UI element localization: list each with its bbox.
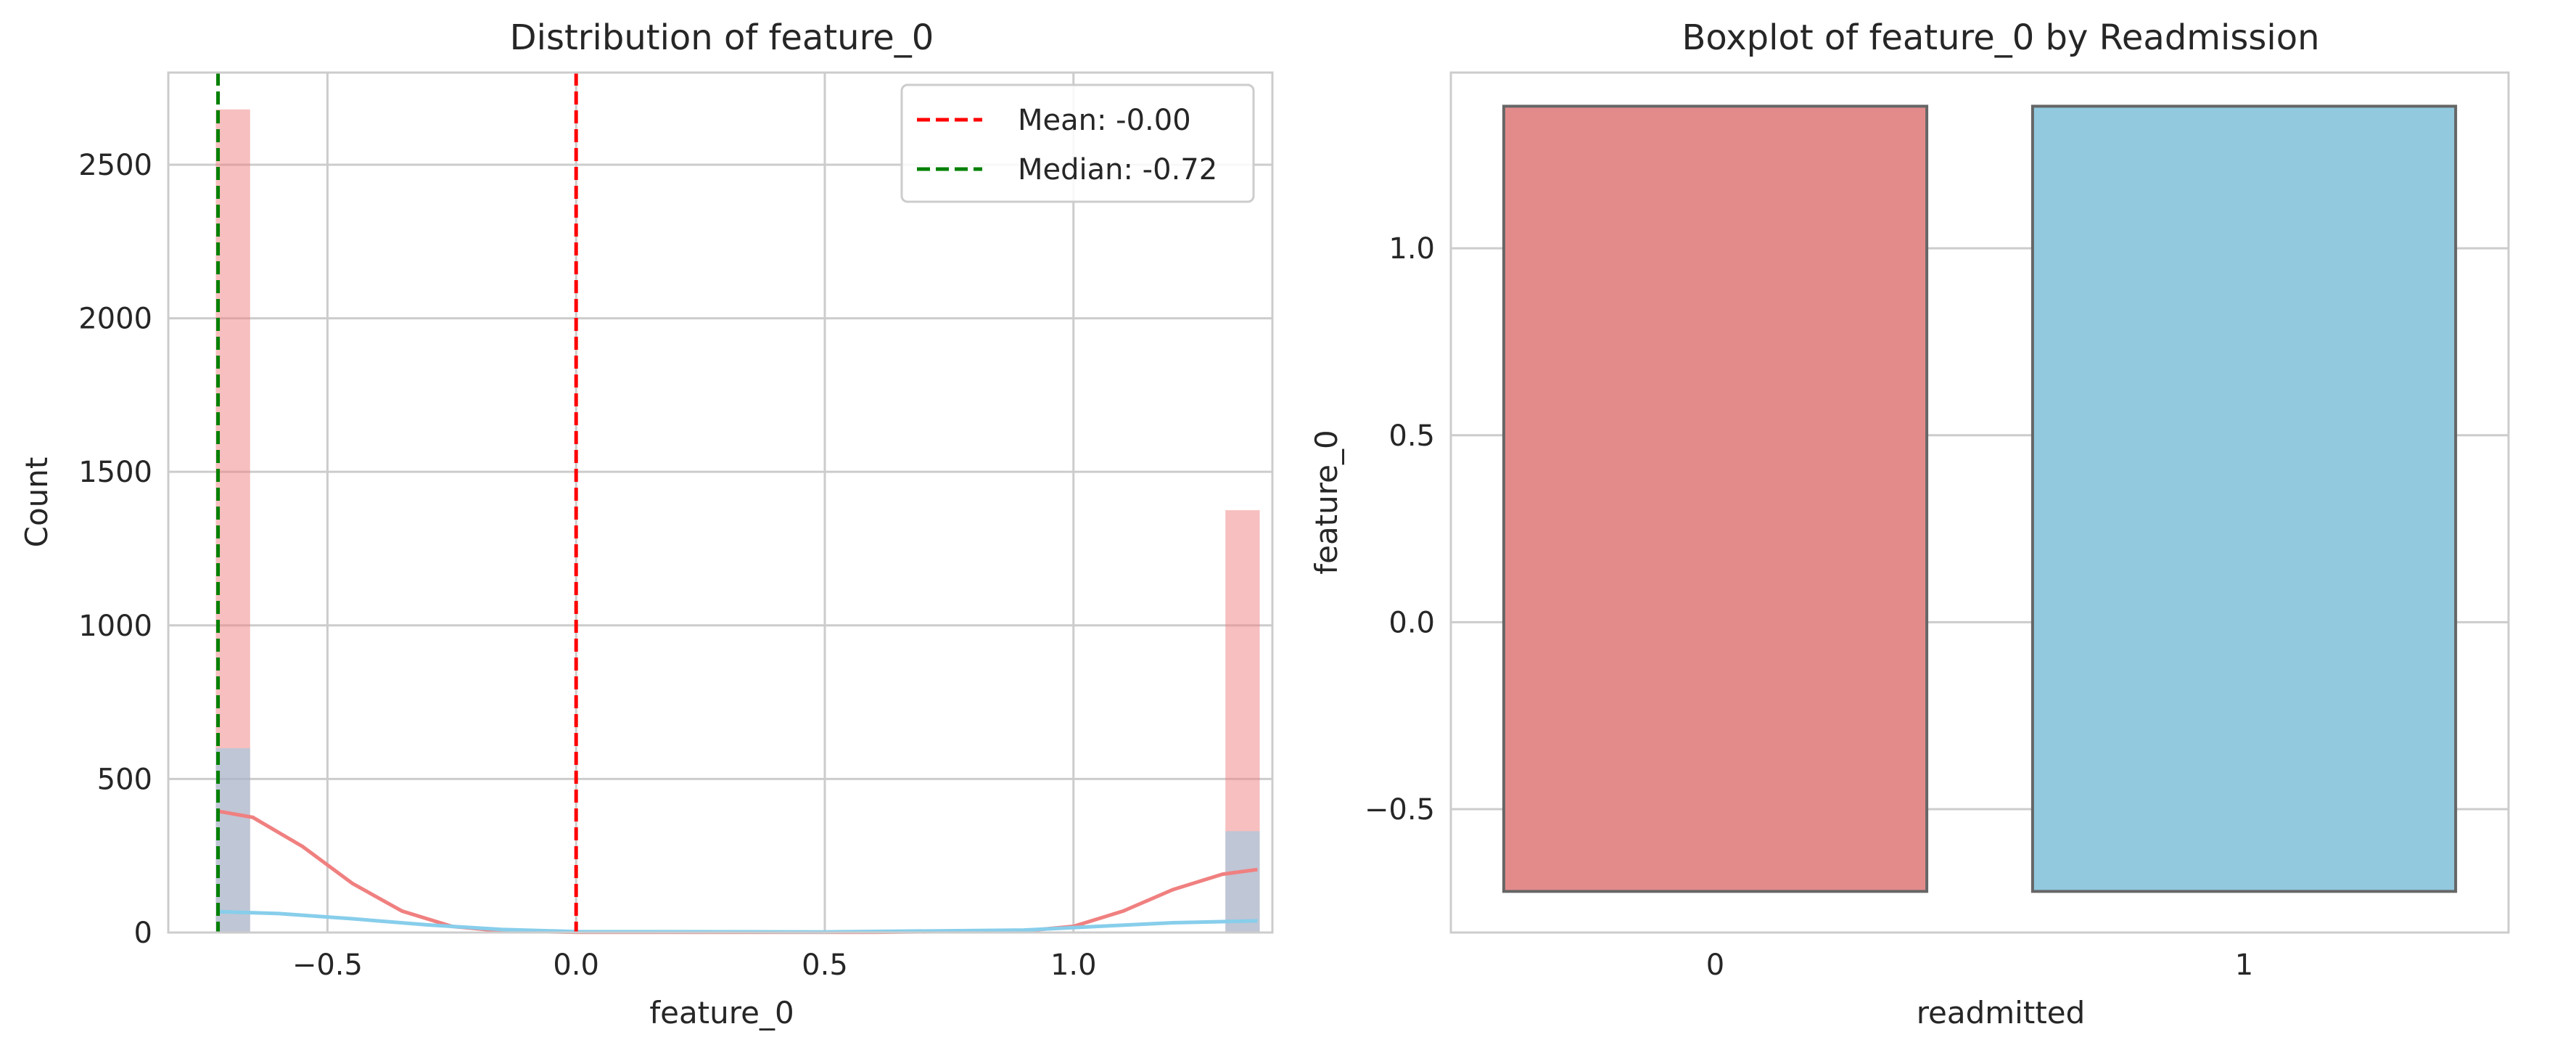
hist-bar-series-1-bin-0 bbox=[215, 748, 250, 933]
box-y-tick-label-1: 0.0 bbox=[1388, 606, 1435, 639]
box-y-tick-label-3: 1.0 bbox=[1388, 232, 1435, 266]
box-y-tick-label-2: 0.5 bbox=[1388, 419, 1435, 453]
x-tick-label-0: −0.5 bbox=[292, 948, 363, 982]
y-tick-label-2: 1000 bbox=[78, 610, 152, 643]
boxplot-y-ticks: −0.5 0.0 0.5 1.0 bbox=[1365, 232, 1435, 827]
hist-bar-series-1-bin-1 bbox=[1225, 831, 1260, 933]
boxplot-y-axis-label: feature_0 bbox=[1309, 430, 1344, 574]
y-tick-label-3: 1500 bbox=[78, 456, 152, 489]
box-category-0 bbox=[1502, 105, 1929, 893]
y-tick-label-0: 0 bbox=[134, 917, 152, 950]
legend-frame bbox=[900, 83, 1255, 203]
box-category-1 bbox=[2030, 105, 2458, 893]
y-tick-label-4: 2000 bbox=[78, 303, 152, 336]
histogram-reference-lines bbox=[216, 73, 578, 933]
x-tick-label-3: 1.0 bbox=[1050, 948, 1097, 982]
histogram-y-axis-label: Count bbox=[19, 457, 54, 548]
boxplot-x-axis-label: readmitted bbox=[1917, 995, 2086, 1031]
boxplot-plot-frame bbox=[1449, 71, 2510, 934]
boxplot-boxes bbox=[1502, 105, 2458, 893]
x-tick-label-2: 0.5 bbox=[802, 948, 848, 982]
histogram-x-ticks: −0.5 0.0 0.5 1.0 bbox=[292, 948, 1097, 982]
y-tick-label-5: 2500 bbox=[78, 149, 152, 182]
box-y-tick-label-0: −0.5 bbox=[1365, 793, 1435, 827]
kde-curve-series-1 bbox=[218, 909, 1258, 934]
y-tick-label-1: 500 bbox=[97, 763, 152, 796]
histogram-legend: Mean: -0.00 Median: -0.72 bbox=[900, 83, 1255, 203]
box-x-tick-label-0: 0 bbox=[1706, 948, 1724, 982]
boxplot-title: Boxplot of feature_0 by Readmission bbox=[1682, 17, 2319, 58]
histogram-plot-frame bbox=[167, 71, 1274, 934]
histogram-bars bbox=[215, 109, 1260, 933]
histogram-y-ticks: 0 500 1000 1500 2000 2500 bbox=[78, 149, 152, 950]
kde-curve-series-0 bbox=[218, 809, 1258, 935]
histogram-x-axis-label: feature_0 bbox=[649, 995, 794, 1031]
histogram-title: Distribution of feature_0 bbox=[510, 17, 934, 58]
box-x-tick-label-1: 1 bbox=[2235, 948, 2253, 982]
legend-mean-label: Mean: -0.00 bbox=[1018, 104, 1191, 137]
x-tick-label-1: 0.0 bbox=[553, 948, 599, 982]
histogram-panel: Distribution of feature_0 −0.5 0.0 0.5 1.0 … bbox=[19, 17, 1274, 1031]
legend-median-label: Median: -0.72 bbox=[1018, 153, 1217, 187]
histogram-kde-curves bbox=[218, 809, 1258, 935]
